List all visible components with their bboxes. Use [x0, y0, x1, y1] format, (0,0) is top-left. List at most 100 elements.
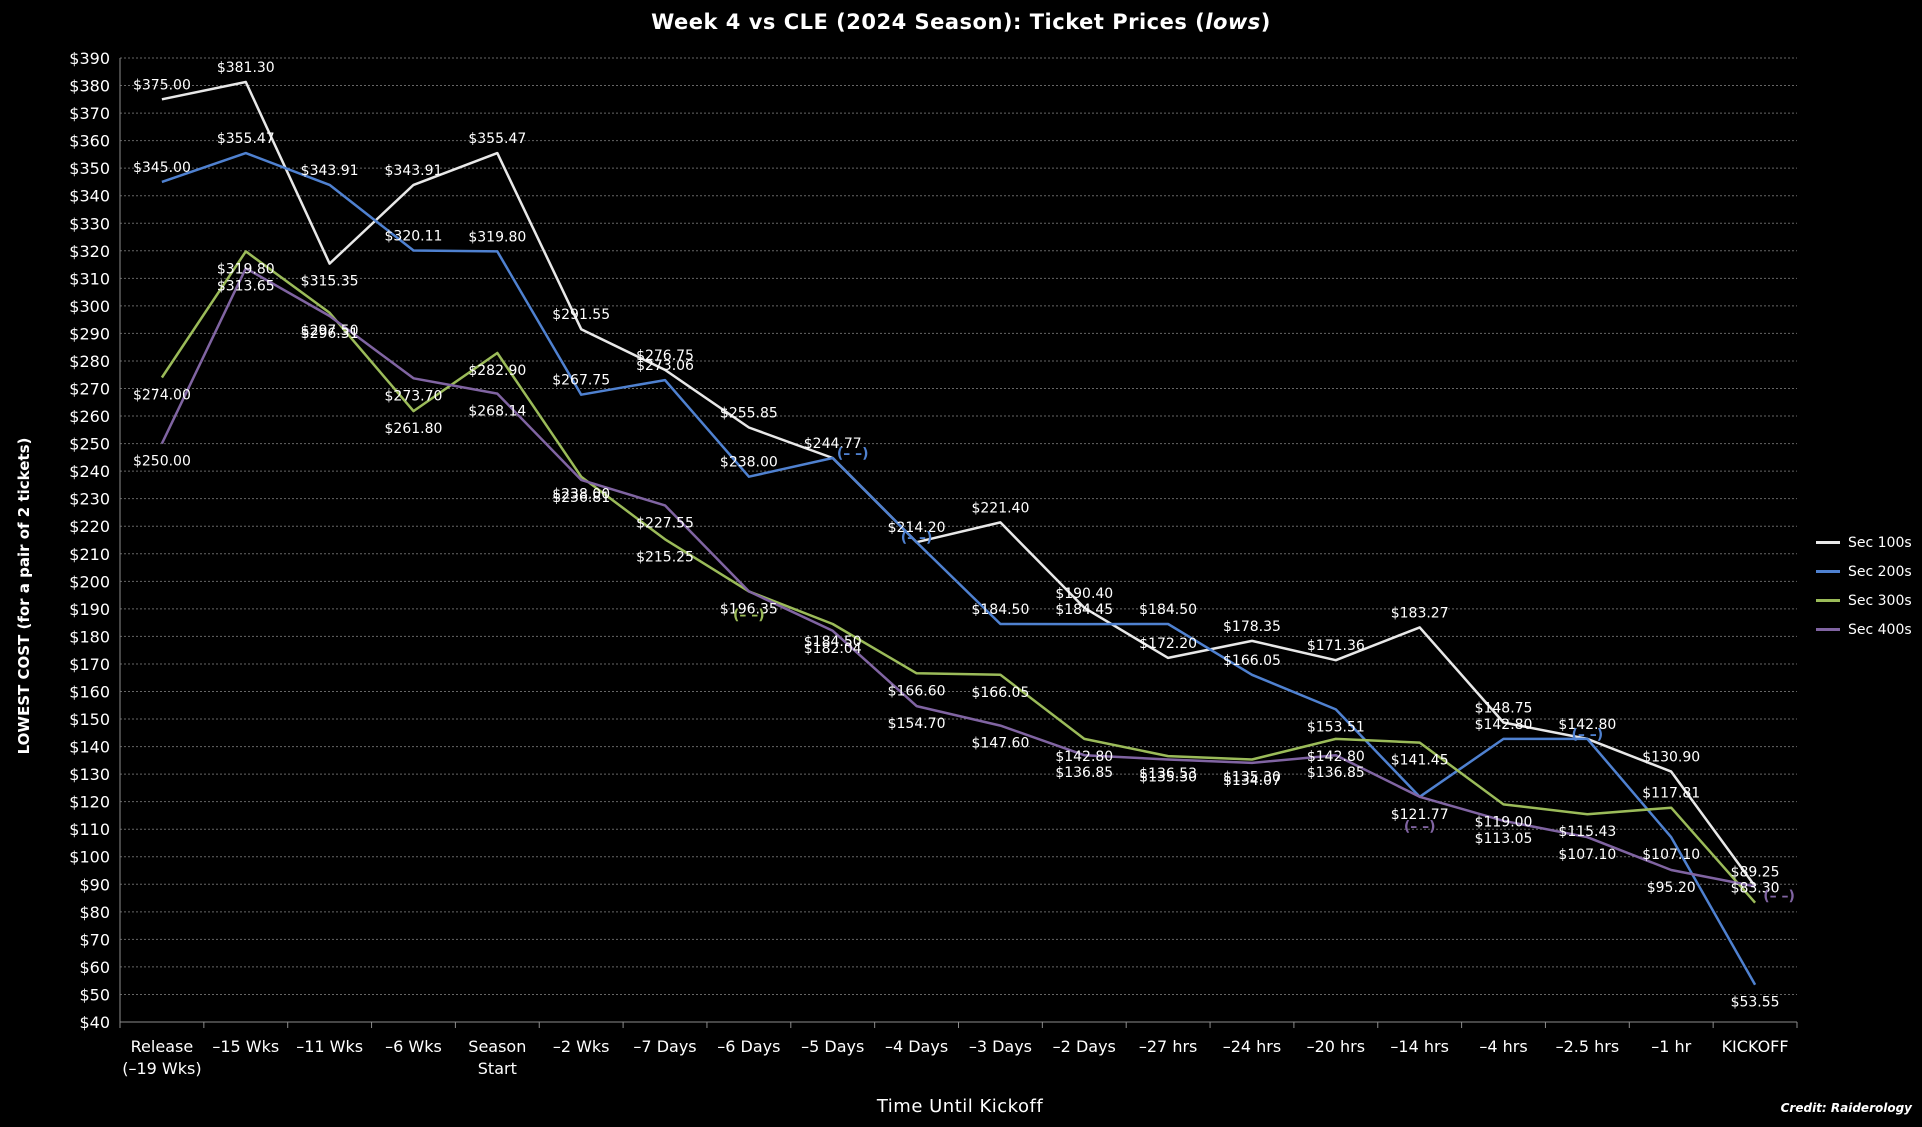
data-label: $166.05 — [971, 685, 1029, 701]
data-label: $214.20 — [888, 520, 946, 536]
missing-value-marker: (– –) — [733, 607, 765, 623]
x-tick-label: –3 Days — [969, 1037, 1032, 1056]
y-tick-label: $50 — [79, 985, 110, 1004]
y-tick-label: $110 — [69, 820, 110, 839]
x-tick-label: –2 Wks — [553, 1037, 610, 1056]
y-tick-label: $80 — [79, 903, 110, 922]
y-tick-label: $40 — [79, 1013, 110, 1032]
data-label: $153.51 — [1307, 719, 1365, 735]
x-tick-label: –4 Days — [885, 1037, 948, 1056]
y-tick-label: $160 — [69, 682, 110, 701]
data-label: $184.45 — [1055, 602, 1113, 618]
legend-item-sec-200s: Sec 200s — [1816, 557, 1912, 586]
x-tick-label: Season — [468, 1037, 526, 1056]
y-tick-label: $210 — [69, 545, 110, 564]
missing-value-marker: (– –) — [1572, 727, 1604, 743]
data-label: $107.10 — [1558, 847, 1616, 863]
legend-label-sec-200s: Sec 200s — [1848, 563, 1912, 580]
y-tick-label: $310 — [69, 269, 110, 288]
data-label: $53.55 — [1731, 995, 1780, 1011]
y-tick-label: $350 — [69, 159, 110, 178]
data-label: $136.85 — [1055, 765, 1113, 781]
data-label: $121.77 — [1391, 807, 1449, 823]
chart-title-emph: lows — [1205, 10, 1261, 34]
y-tick-label: $270 — [69, 380, 110, 399]
x-axis-label: Time Until Kickoff — [876, 1096, 1044, 1117]
data-label: $296.31 — [301, 326, 359, 342]
x-tick-label: –2.5 hrs — [1556, 1037, 1620, 1056]
series-line-sec-100s — [161, 80, 1757, 888]
x-tick-label: –1 hr — [1651, 1037, 1691, 1056]
y-tick-label: $380 — [69, 77, 110, 96]
y-tick-label: $330 — [69, 214, 110, 233]
series-line-sec-300s — [160, 250, 1757, 904]
data-label: $142.80 — [1475, 717, 1533, 733]
legend-label-sec-300s: Sec 300s — [1848, 592, 1912, 609]
data-label: $83.30 — [1731, 881, 1780, 897]
y-tick-label: $120 — [69, 793, 110, 812]
legend-item-sec-300s: Sec 300s — [1816, 586, 1912, 615]
data-label: $345.00 — [133, 160, 191, 176]
data-label: $250.00 — [133, 454, 191, 470]
data-label: $227.55 — [636, 515, 694, 531]
data-label: $320.11 — [385, 228, 443, 244]
data-label: $319.80 — [217, 261, 275, 277]
data-label: $236.81 — [552, 490, 610, 506]
y-tick-label: $200 — [69, 572, 110, 591]
x-tick-label: Release — [131, 1037, 194, 1056]
data-label: $142.80 — [1055, 749, 1113, 765]
legend-item-sec-400s: Sec 400s — [1816, 615, 1912, 644]
data-label: $291.55 — [552, 307, 610, 323]
x-tick-label: –6 Wks — [385, 1037, 442, 1056]
data-label: $148.75 — [1475, 700, 1533, 716]
data-label: $182.04 — [804, 641, 862, 657]
data-label: $154.70 — [888, 716, 946, 732]
missing-value-marker: (– –) — [1763, 888, 1795, 904]
y-tick-label: $220 — [69, 517, 110, 536]
data-label: $117.81 — [1642, 786, 1700, 802]
y-tick-label: $280 — [69, 352, 110, 371]
y-tick-label: $180 — [69, 627, 110, 646]
data-label: $142.80 — [1558, 717, 1616, 733]
x-tick-label: –20 hrs — [1307, 1037, 1366, 1056]
y-tick-label: $370 — [69, 104, 110, 123]
chart-title: Week 4 vs CLE (2024 Season): Ticket Pric… — [0, 10, 1922, 34]
data-label: $166.05 — [1223, 653, 1281, 669]
data-label: $135.30 — [1139, 770, 1197, 786]
x-tick-label: –6 Days — [717, 1037, 780, 1056]
y-tick-label: $320 — [69, 242, 110, 261]
data-label: $355.47 — [468, 131, 526, 147]
data-label: $134.07 — [1223, 773, 1281, 789]
y-tick-label: $90 — [79, 875, 110, 894]
credit-text: Credit: Raiderology — [1780, 1101, 1912, 1115]
x-tick-label: –7 Days — [633, 1037, 696, 1056]
data-label: $172.20 — [1139, 636, 1197, 652]
data-label: $343.91 — [385, 163, 443, 179]
data-label: $130.90 — [1642, 750, 1700, 766]
data-label: $196.35 — [720, 601, 778, 617]
data-label: $142.80 — [1307, 749, 1365, 765]
data-label: $343.91 — [301, 163, 359, 179]
x-tick-label: –5 Days — [801, 1037, 864, 1056]
data-label: $183.27 — [1391, 605, 1449, 621]
x-tick-label: –11 Wks — [296, 1037, 363, 1056]
series-line-sec-400s — [160, 267, 1756, 888]
chart-title-end: ) — [1260, 10, 1271, 34]
data-label: $89.25 — [1731, 864, 1780, 880]
y-tick-label: $170 — [69, 655, 110, 674]
data-label: $171.36 — [1307, 638, 1365, 654]
x-tick-label: Start — [478, 1059, 517, 1078]
y-tick-label: $100 — [69, 848, 110, 867]
legend-item-sec-100s: Sec 100s — [1816, 528, 1912, 557]
y-tick-label: $230 — [69, 490, 110, 509]
data-label: $255.85 — [720, 405, 778, 421]
legend-swatch-sec-400s — [1816, 628, 1840, 631]
data-label: $313.65 — [217, 278, 275, 294]
y-tick-label: $290 — [69, 324, 110, 343]
data-label: $268.14 — [468, 404, 526, 420]
data-label: $221.40 — [971, 500, 1029, 516]
data-label: $261.80 — [385, 421, 443, 437]
data-label: $273.06 — [636, 358, 694, 374]
missing-value-marker: (– –) — [1404, 819, 1436, 835]
